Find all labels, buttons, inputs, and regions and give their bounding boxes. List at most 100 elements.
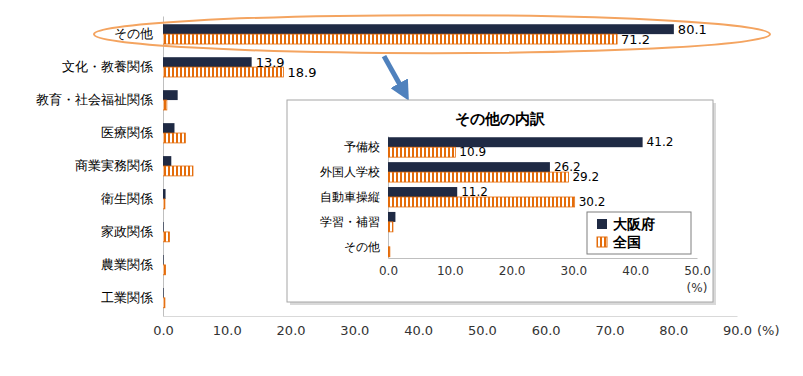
highlight-ellipse [94,15,770,53]
y-tick: その他 [344,240,388,254]
category-label: 工業関係 [101,290,153,305]
x-tick: 80.0 [659,316,688,338]
x-tick-label: 0.0 [379,264,398,278]
x-tick-label: 20.0 [499,264,526,278]
data-label: 11.2 [461,185,488,199]
x-tick: 70.0 [595,316,624,338]
bar [388,222,393,232]
x-tick-label: 80.0 [659,323,688,338]
category-label: 自動車操縦 [320,190,380,204]
category-label: 商業実務関係 [75,158,153,173]
bar [163,90,178,100]
bar [163,166,193,176]
legend: 大阪府全国 [587,212,691,254]
chart-1: 0.0 10.0 20.0 30.0 40.0 50.0 予備校外国人学校自動車操縦学習・補… [320,110,711,295]
category-label: 家政関係 [101,224,153,239]
legend-swatch [597,237,607,247]
bar [388,162,550,172]
category-label: 学習・補習 [320,215,380,229]
x-tick: 20.0 [277,316,306,338]
x-tick: 10.0 [213,316,242,338]
bar [388,187,457,197]
bar [163,123,174,133]
bar [388,247,390,257]
y-tick: 農業関係 [101,257,163,272]
bar [388,172,568,182]
x-tick: 10.0 [437,258,464,278]
bar [163,265,166,275]
bars [388,137,643,257]
data-label: 80.1 [678,22,707,37]
x-tick-label: 50.0 [468,323,497,338]
x-axis: 0.0 10.0 20.0 30.0 40.0 50.0 [379,258,711,278]
y-axis: 予備校外国人学校自動車操縦学習・補習その他 [320,137,389,259]
data-label: 10.9 [459,145,486,159]
category-label: その他 [114,26,153,41]
bar [163,232,169,242]
data-label: 30.2 [579,195,606,209]
x-axis-title: (%) [687,281,708,295]
x-tick: 50.0 [468,316,497,338]
x-tick-label: 60.0 [532,323,561,338]
y-tick: その他 [114,26,163,41]
data-label: 29.2 [572,170,599,184]
bar [388,147,455,157]
y-axis: その他文化・教養関係教育・社会福祉関係医療関係商業実務関係衛生関係家政関係農業関… [36,17,164,317]
category-label: その他 [344,240,380,254]
bar [163,199,165,209]
x-tick-label: 10.0 [213,323,242,338]
x-tick: 20.0 [499,258,526,278]
chart-0: 0.0 10.0 20.0 30.0 40.0 50.0 60.0 70.0 80.0 90.0 そ… [36,17,780,339]
x-tick: 30.0 [561,258,588,278]
bar [163,298,165,308]
x-axis-line [389,258,698,259]
bar [163,133,185,143]
y-tick: 外国人学校 [320,165,388,179]
y-tick: 自動車操縦 [320,190,388,204]
y-tick: 衛生関係 [101,191,163,206]
x-tick: 60.0 [532,316,561,338]
data-label: 71.2 [621,32,650,47]
pointer-arrow [384,56,404,92]
y-tick: 医療関係 [101,125,163,140]
x-tick: 50.0 [684,258,711,278]
chart-root: 0.0 10.0 20.0 30.0 40.0 50.0 60.0 70.0 80.0 90.0 そ… [0,0,803,376]
x-tick-label: 50.0 [684,264,711,278]
bar [163,24,674,34]
x-tick-label: 40.0 [622,264,649,278]
x-tick-label: 30.0 [340,323,369,338]
bar [163,288,164,298]
data-label: 41.2 [647,135,674,149]
legend-box [587,212,691,254]
x-tick-label: 40.0 [404,323,433,338]
bar [163,156,171,166]
y-tick: 文化・教養関係 [62,59,163,74]
x-tick-label: 90.0 [723,323,752,338]
x-axis-line [164,316,738,317]
series-1 [388,147,575,257]
bar [388,212,395,222]
series-0 [388,137,643,222]
category-label: 予備校 [344,140,380,154]
x-tick: 0.0 [153,316,174,338]
category-label: 衛生関係 [101,191,153,206]
y-tick: 教育・社会福祉関係 [36,92,163,107]
bar [163,222,164,232]
data-labels: 80.113.971.218.9 [256,22,707,80]
x-axis: 0.0 10.0 20.0 30.0 40.0 50.0 60.0 70.0 80.0 90.0 [153,316,752,338]
bar [388,237,389,247]
bar [163,189,166,199]
y-tick: 工業関係 [101,290,163,305]
category-label: 医療関係 [101,125,153,140]
bar [163,57,252,67]
x-tick: 40.0 [404,316,433,338]
x-tick: 0.0 [379,258,398,278]
data-label: 18.9 [288,65,317,80]
x-tick: 30.0 [340,316,369,338]
y-tick: 家政関係 [101,224,163,239]
x-tick-label: 0.0 [153,323,174,338]
x-tick: 90.0 [723,316,752,338]
category-label: 農業関係 [101,257,153,272]
x-tick-label: 30.0 [561,264,588,278]
inset-panel [287,100,713,302]
